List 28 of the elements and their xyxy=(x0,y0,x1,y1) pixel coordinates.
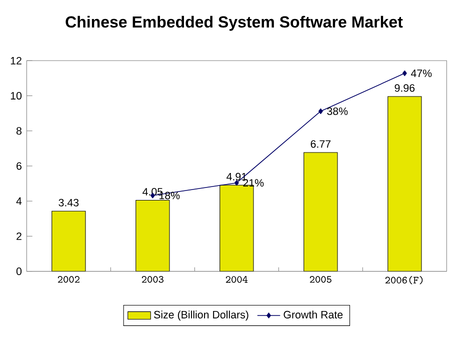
data-label: 9.96 xyxy=(394,84,415,92)
x-tick-label: 2006(F) xyxy=(385,276,423,284)
x-tick-label: 2004 xyxy=(226,276,248,283)
y-tick-label: 6 xyxy=(16,162,22,170)
legend-label: Growth Rate xyxy=(284,310,343,318)
point xyxy=(318,108,323,114)
legend-label: Size (Billion Dollars) xyxy=(154,310,248,321)
point xyxy=(402,70,407,76)
x-tick-label: 2003 xyxy=(142,276,164,283)
x-tick-label: 2002 xyxy=(58,276,80,283)
y-tick-label: 12 xyxy=(10,56,22,64)
data-label: 21% xyxy=(243,179,264,187)
data-label: 3.43 xyxy=(58,198,79,206)
y-tick-label: 10 xyxy=(10,92,22,100)
bar xyxy=(136,200,170,272)
bar xyxy=(388,96,422,272)
data-label: 38% xyxy=(327,107,348,115)
chart-title: Chinese Embedded System Software Market xyxy=(66,16,403,31)
y-tick-label: 2 xyxy=(16,232,22,240)
point xyxy=(234,180,239,186)
x-tick-label: 2005 xyxy=(310,276,332,283)
y-tick-label: 8 xyxy=(16,127,22,135)
y-tick-label: 0 xyxy=(16,268,22,276)
y-tick-label: 4 xyxy=(16,197,22,205)
bar xyxy=(304,152,338,272)
bar xyxy=(52,210,86,272)
data-label: 47% xyxy=(410,70,432,78)
data-label: 6.77 xyxy=(310,140,330,148)
